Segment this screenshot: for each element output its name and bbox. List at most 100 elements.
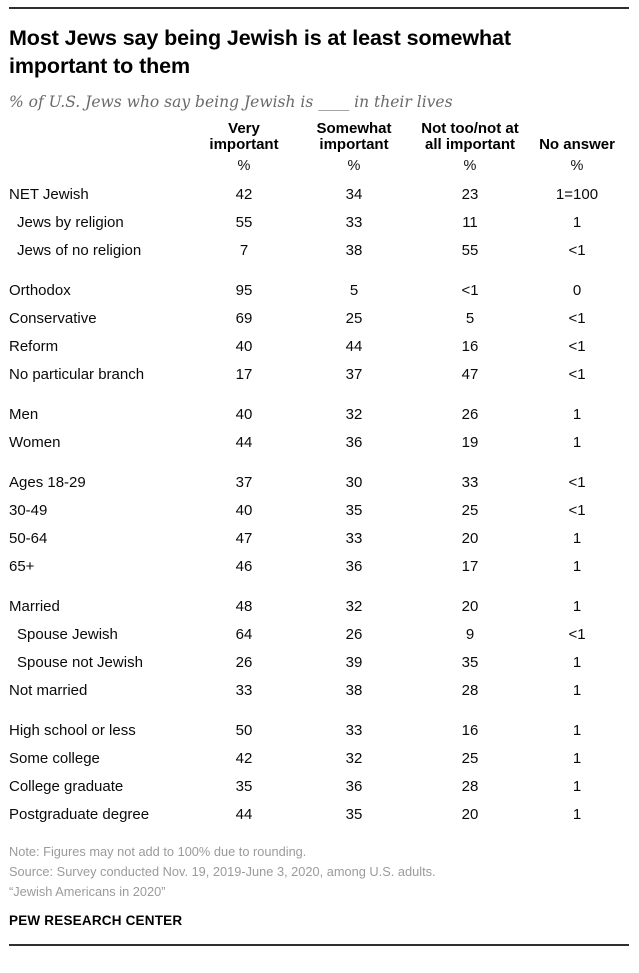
cell-value: 16 xyxy=(461,338,479,356)
row-group: NET Jewish 42 34 23 1=100 Jews by religion 55 3… xyxy=(9,181,629,265)
table-row: Orthodox 95 5 <1 0 xyxy=(9,277,629,305)
table-row: NET Jewish 42 34 23 1=100 xyxy=(9,181,629,209)
cell-value: 44 xyxy=(235,806,253,824)
cell-value: 32 xyxy=(345,406,363,424)
cell-value: 38 xyxy=(345,682,363,700)
cell-value: 25 xyxy=(345,310,363,328)
cell-value: 1 xyxy=(572,654,582,672)
table-row: 50-64 47 33 20 1 xyxy=(9,525,629,553)
cell-value: 69 xyxy=(235,310,253,328)
table-row: Spouse Jewish 64 26 9 <1 xyxy=(9,621,629,649)
table-row: 30-49 40 35 25 <1 xyxy=(9,497,629,525)
cell-value: 25 xyxy=(461,502,479,520)
table-body: NET Jewish 42 34 23 1=100 Jews by religion 55 3… xyxy=(9,181,629,829)
cell-value: 0 xyxy=(572,282,582,300)
row-label: Postgraduate degree xyxy=(9,806,150,824)
table-row: Ages 18-29 37 30 33 <1 xyxy=(9,469,629,497)
cell-value: 1 xyxy=(572,214,582,232)
cell-value: 42 xyxy=(235,186,253,204)
cell-value: 32 xyxy=(345,750,363,768)
row-label: Conservative xyxy=(9,310,97,328)
row-group: Men 40 32 26 1 Women 44 36 19 1 xyxy=(9,401,629,457)
unit-percent: % xyxy=(237,157,251,174)
row-label: Married xyxy=(9,598,60,616)
cell-value: 25 xyxy=(461,750,479,768)
table-row: Married 48 32 20 1 xyxy=(9,593,629,621)
cell-value: 17 xyxy=(461,558,479,576)
cell-value: 33 xyxy=(235,682,253,700)
data-table: Very important Somewhat important Not to… xyxy=(9,119,629,829)
cell-value: 40 xyxy=(235,502,253,520)
row-label: Spouse Jewish xyxy=(17,626,118,644)
cell-value: 95 xyxy=(235,282,253,300)
cell-value: 26 xyxy=(345,626,363,644)
cell-value: 1 xyxy=(572,750,582,768)
cell-value: 47 xyxy=(461,366,479,384)
bottom-divider xyxy=(9,943,629,946)
cell-value: 36 xyxy=(345,434,363,452)
cell-value: 33 xyxy=(345,214,363,232)
table-row: No particular branch 17 37 47 <1 xyxy=(9,361,629,389)
cell-value: <1 xyxy=(568,338,586,356)
table-row: Some college 42 32 25 1 xyxy=(9,745,629,773)
cell-value: 48 xyxy=(235,598,253,616)
cell-value: 39 xyxy=(345,654,363,672)
cell-value: 9 xyxy=(465,626,475,644)
row-label: Ages 18-29 xyxy=(9,474,86,492)
cell-value: 5 xyxy=(465,310,475,328)
cell-value: 1 xyxy=(572,778,582,796)
row-label: Some college xyxy=(9,750,100,768)
row-label: Orthodox xyxy=(9,282,71,300)
page-subtitle: % of U.S. Jews who say being Jewish is _… xyxy=(9,92,453,111)
unit-row: % % % % xyxy=(9,158,629,174)
cell-value: <1 xyxy=(568,242,586,260)
row-group: Married 48 32 20 1 Spouse Jewish 64 26 9 <1 Spouse… xyxy=(9,593,629,705)
row-label: 30-49 xyxy=(9,502,48,520)
row-label: 65+ xyxy=(9,558,35,576)
cell-value: 1 xyxy=(572,722,582,740)
column-header-somewhat-important: Somewhat important xyxy=(316,119,392,153)
row-label: Jews by religion xyxy=(17,214,124,232)
cell-value: 17 xyxy=(235,366,253,384)
cell-value: 1 xyxy=(572,598,582,616)
row-label: 50-64 xyxy=(9,530,48,548)
unit-spacer xyxy=(9,158,186,174)
cell-value: 23 xyxy=(461,186,479,204)
row-label: Reform xyxy=(9,338,59,356)
source-text: Source: Survey conducted Nov. 19, 2019-J… xyxy=(9,863,436,879)
cell-value: 44 xyxy=(235,434,253,452)
cell-value: 40 xyxy=(235,338,253,356)
cell-value: 1 xyxy=(572,434,582,452)
table-row: Postgraduate degree 44 35 20 1 xyxy=(9,801,629,829)
cell-value: 20 xyxy=(461,598,479,616)
row-group: High school or less 50 33 16 1 Some college 42… xyxy=(9,717,629,829)
report-card: Most Jews say being Jewish is at least s… xyxy=(0,7,639,946)
table-row: Not married 33 38 28 1 xyxy=(9,677,629,705)
table-row: Jews by religion 55 33 11 1 xyxy=(9,209,629,237)
cell-value: <1 xyxy=(568,502,586,520)
unit-percent: % xyxy=(570,157,584,174)
cell-value: 1 xyxy=(572,682,582,700)
cell-value: 44 xyxy=(345,338,363,356)
table-row: Reform 40 44 16 <1 xyxy=(9,333,629,361)
cell-value: 7 xyxy=(239,242,249,260)
cell-value: 11 xyxy=(462,214,478,232)
column-header-very-important: Very important xyxy=(209,119,279,153)
cell-value: 50 xyxy=(235,722,253,740)
table-row: High school or less 50 33 16 1 xyxy=(9,717,629,745)
cell-value: 42 xyxy=(235,750,253,768)
cell-value: <1 xyxy=(568,474,586,492)
cell-value: 36 xyxy=(345,558,363,576)
cell-value: 35 xyxy=(235,778,253,796)
cell-value: 55 xyxy=(461,242,479,260)
table-row: Jews of no religion 7 38 55 <1 xyxy=(9,237,629,265)
cell-value: 26 xyxy=(461,406,479,424)
cell-value: 35 xyxy=(345,806,363,824)
table-row: Men 40 32 26 1 xyxy=(9,401,629,429)
row-label: Men xyxy=(9,406,39,424)
row-label: Spouse not Jewish xyxy=(17,654,143,672)
cell-value: 35 xyxy=(345,502,363,520)
column-header-not-too-important: Not too/not at all important xyxy=(421,119,519,153)
cell-value: <1 xyxy=(568,626,586,644)
cell-value: 19 xyxy=(461,434,479,452)
